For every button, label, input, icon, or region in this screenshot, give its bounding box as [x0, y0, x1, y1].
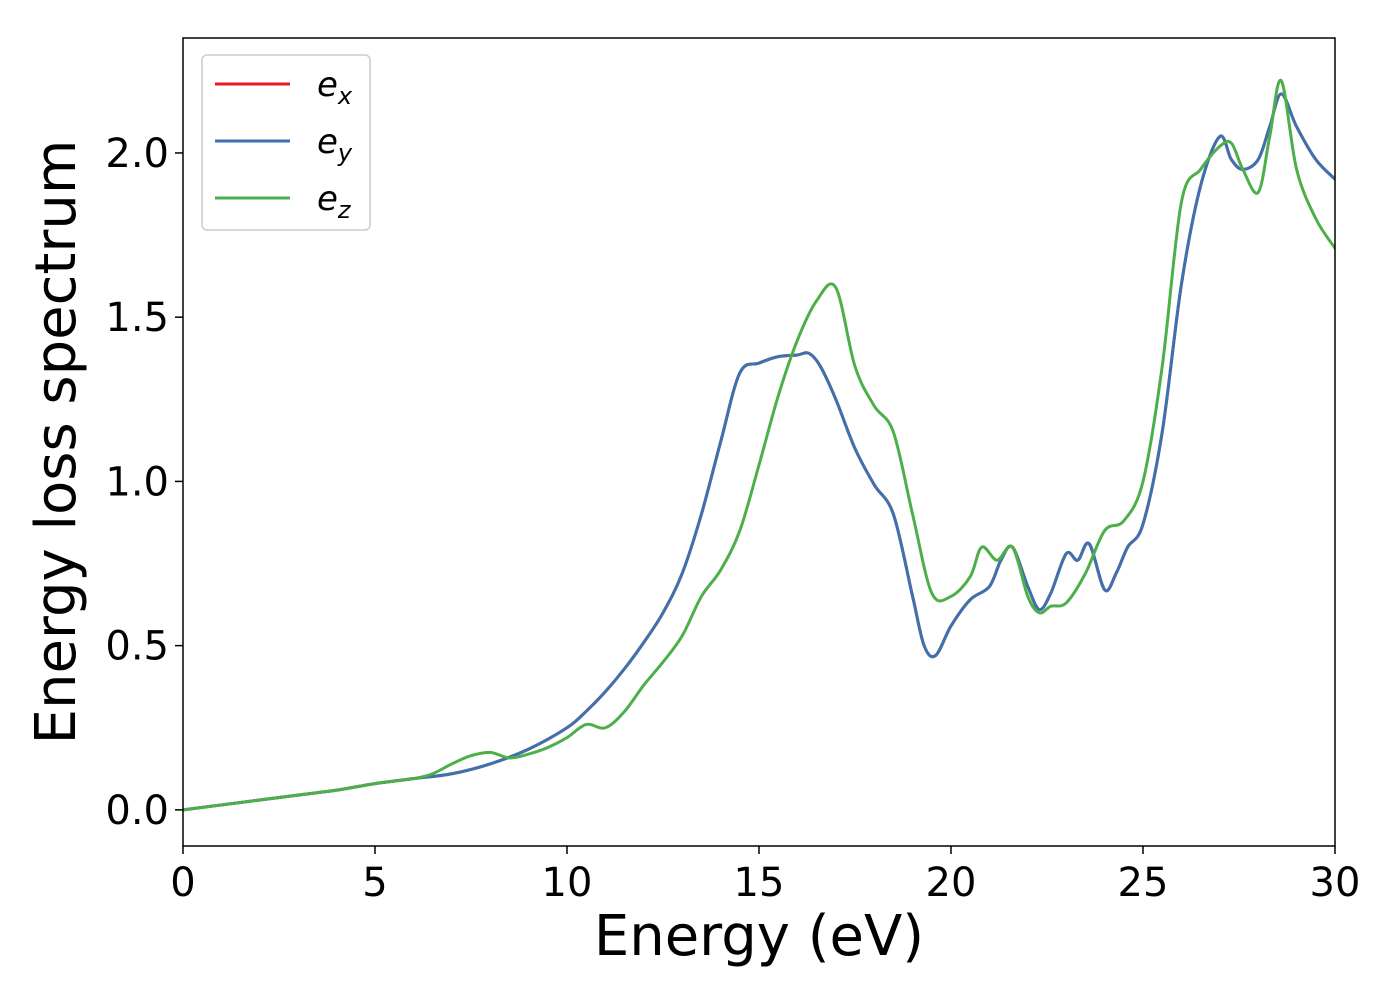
x-tick-label: 10: [542, 860, 593, 906]
x-tick-label: 30: [1310, 860, 1361, 906]
x-axis-label: Energy (eV): [594, 904, 924, 969]
x-tick-label: 5: [362, 860, 387, 906]
x-tick-label: 25: [1118, 860, 1169, 906]
series-line-z: [183, 79, 1335, 812]
y-tick-label: 0.5: [105, 624, 169, 670]
x-tick-label: 0: [170, 860, 195, 906]
legend-label-z: ez: [317, 179, 352, 224]
lines-layer: [183, 79, 1335, 812]
legend-label-y: ey: [317, 122, 353, 167]
x-tick-label: 20: [926, 860, 977, 906]
series-line-y: [183, 92, 1335, 812]
legend-label-x: ex: [317, 65, 353, 110]
y-tick-label: 1.0: [105, 459, 169, 505]
x-axis-ticks: 0 5 10 15 20 25 30: [170, 846, 1360, 906]
y-tick-label: 1.5: [105, 295, 169, 341]
y-axis-label: Energy loss spectrum: [24, 140, 89, 745]
y-tick-label: 0.0: [105, 788, 169, 834]
x-tick-label: 15: [734, 860, 785, 906]
y-axis-ticks: 0.0 0.5 1.0 1.5 2.0: [105, 131, 183, 834]
y-tick-label: 2.0: [105, 131, 169, 177]
legend: ex ey ez: [201, 54, 371, 231]
